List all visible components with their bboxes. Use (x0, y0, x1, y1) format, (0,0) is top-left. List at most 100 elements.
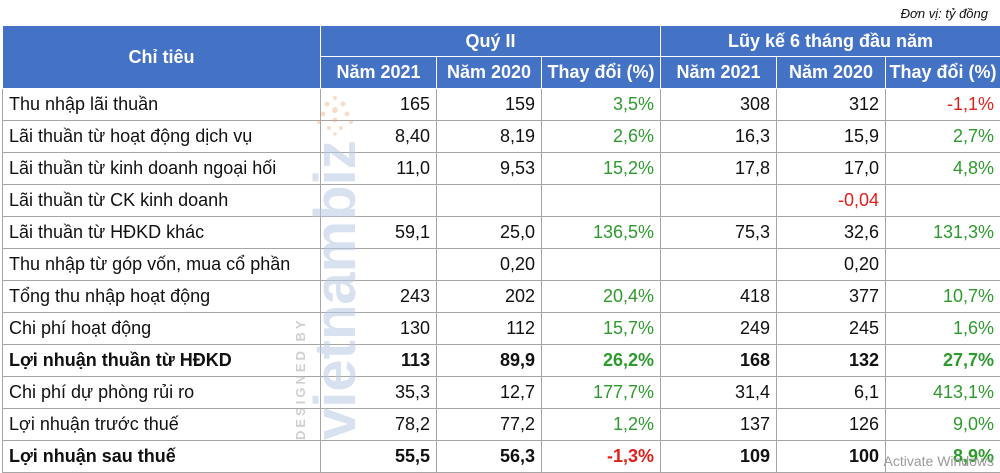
table-cell: 0,20 (436, 248, 542, 281)
table-row: Lãi thuần từ kinh doanh ngoại hối 11,0 9,5… (2, 152, 1000, 185)
table-cell: 109 (660, 440, 778, 473)
table-cell: 137 (660, 408, 778, 441)
table-cell: 12,7 (436, 376, 542, 409)
table-cell: 17,8 (660, 152, 778, 185)
table-cell (320, 184, 437, 217)
table-cell: 55,5 (320, 440, 437, 473)
col-header-q2-2020: Năm 2020 (436, 56, 542, 89)
table-cell: 10,7% (885, 280, 1000, 313)
table-cell: 113 (320, 344, 437, 377)
financial-table: Chỉ tiêu Quý II Lũy kế 6 tháng đầu năm N… (2, 25, 1000, 473)
table-cell (885, 248, 1000, 281)
table-cell: 1,6% (885, 312, 1000, 345)
table-cell: 15,7% (540, 312, 662, 345)
col-header-6m-2021: Năm 2021 (660, 56, 778, 89)
table-cell: 8,40 (320, 120, 437, 153)
table-cell: 243 (320, 280, 437, 313)
table-cell: 11,0 (320, 152, 437, 185)
table-cell: 418 (660, 280, 778, 313)
col-header-q2-2021: Năm 2021 (320, 56, 437, 89)
table-row: Lãi thuần từ CK kinh doanh -0,04 (2, 184, 1000, 217)
row-label: Lợi nhuận trước thuế (2, 408, 321, 441)
table-cell: 126 (776, 408, 887, 441)
table-cell: 9,0% (885, 408, 1000, 441)
table-cell: 168 (660, 344, 778, 377)
table-cell: 4,8% (885, 152, 1000, 185)
row-label: Lợi nhuận thuần từ HĐKD (2, 344, 321, 377)
row-label: Chi phí hoạt động (2, 312, 321, 345)
table-cell: 15,9 (776, 120, 887, 153)
table-body: Thu nhập lãi thuần 165 159 3,5% 308 312 -1,1% L… (2, 88, 1000, 473)
col-header-6m-2020: Năm 2020 (776, 56, 887, 89)
table-cell: 249 (660, 312, 778, 345)
table-cell: -0,04 (776, 184, 887, 217)
table-cell: 31,4 (660, 376, 778, 409)
table-row: Chi phí dự phòng rủi ro 35,3 12,7 177,7% 31,… (2, 376, 1000, 409)
table-cell: 20,4% (540, 280, 662, 313)
table-cell: 112 (436, 312, 542, 345)
row-label: Thu nhập từ góp vốn, mua cổ phần (2, 248, 321, 281)
table-cell: 2,6% (540, 120, 662, 153)
table-row: Thu nhập từ góp vốn, mua cổ phần 0,20 0,20 (2, 248, 1000, 281)
col-header-6m-change: Thay đổi (%) (885, 56, 1000, 89)
table-cell (540, 248, 662, 281)
table-cell: 26,2% (540, 344, 662, 377)
table-row: Chi phí hoạt động 130 112 15,7% 249 245 1,6% (2, 312, 1000, 345)
row-label: Chi phí dự phòng rủi ro (2, 376, 321, 409)
table-cell: 165 (320, 88, 437, 121)
table-cell: 159 (436, 88, 542, 121)
table-row: Lãi thuần từ HĐKD khác 59,1 25,0 136,5% 75,3… (2, 216, 1000, 249)
table-cell: 132 (776, 344, 887, 377)
six-month-group-header: Lũy kế 6 tháng đầu năm (660, 25, 1000, 57)
table-cell: 15,2% (540, 152, 662, 185)
table-cell: 130 (320, 312, 437, 345)
activate-windows-overlay: Activate Windows (883, 453, 994, 469)
table-cell: 9,53 (436, 152, 542, 185)
table-cell (660, 248, 778, 281)
table-cell: 136,5% (540, 216, 662, 249)
table-row: Lợi nhuận trước thuế 78,2 77,2 1,2% 137 126 9,… (2, 408, 1000, 441)
table-cell (885, 184, 1000, 217)
table-cell: 202 (436, 280, 542, 313)
table-cell: 3,5% (540, 88, 662, 121)
table-cell: 177,7% (540, 376, 662, 409)
row-label: Lãi thuần từ CK kinh doanh (2, 184, 321, 217)
unit-label: Đơn vị: tỷ đồng (900, 6, 988, 21)
table-cell: 59,1 (320, 216, 437, 249)
table-cell: 35,3 (320, 376, 437, 409)
row-label: Lãi thuần từ kinh doanh ngoại hối (2, 152, 321, 185)
row-label: Lãi thuần từ HĐKD khác (2, 216, 321, 249)
table-cell: 2,7% (885, 120, 1000, 153)
table-cell: 17,0 (776, 152, 887, 185)
table-cell: 131,3% (885, 216, 1000, 249)
table-cell: 75,3 (660, 216, 778, 249)
col-header-q2-change: Thay đổi (%) (540, 56, 662, 89)
table-cell (320, 248, 437, 281)
table-cell: 245 (776, 312, 887, 345)
indicator-header: Chỉ tiêu (2, 25, 321, 89)
table-cell: 312 (776, 88, 887, 121)
table-cell: 0,20 (776, 248, 887, 281)
table-cell (540, 184, 662, 217)
table-row: Lợi nhuận thuần từ HĐKD 113 89,9 26,2% 168 13… (2, 344, 1000, 377)
table-cell (436, 184, 542, 217)
table-cell: 308 (660, 88, 778, 121)
table-cell: 100 (776, 440, 887, 473)
table-cell: 16,3 (660, 120, 778, 153)
row-label: Lãi thuần từ hoạt động dịch vụ (2, 120, 321, 153)
table-row: Tổng thu nhập hoạt động 243 202 20,4% 418 377… (2, 280, 1000, 313)
table-cell: 8,9% (885, 440, 1000, 473)
table-cell: 89,9 (436, 344, 542, 377)
table-row: Lãi thuần từ hoạt động dịch vụ 8,40 8,19 2,… (2, 120, 1000, 153)
table-cell: 6,1 (776, 376, 887, 409)
table-cell: 77,2 (436, 408, 542, 441)
q2-group-header: Quý II (319, 25, 662, 57)
table-cell: 32,6 (776, 216, 887, 249)
table-row: Thu nhập lãi thuần 165 159 3,5% 308 312 -1,1% (2, 88, 1000, 121)
row-label: Thu nhập lãi thuần (2, 88, 321, 121)
table-cell: 25,0 (436, 216, 542, 249)
row-label: Lợi nhuận sau thuế (2, 440, 321, 473)
table-cell: -1,1% (885, 88, 1000, 121)
table-row: Lợi nhuận sau thuế 55,5 56,3 -1,3% 109 100 8,9… (2, 440, 1000, 473)
table-cell: 8,19 (436, 120, 542, 153)
